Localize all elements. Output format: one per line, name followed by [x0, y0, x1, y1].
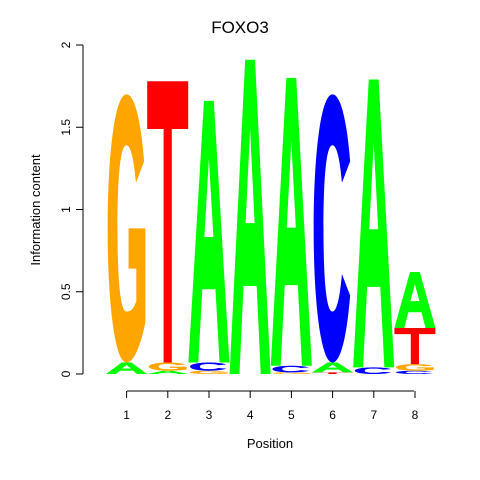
logo-letters — [106, 60, 435, 374]
letter-a-glyph — [147, 371, 188, 374]
letter-t-glyph — [312, 372, 353, 374]
letter-g-pos3 — [190, 371, 228, 374]
y-axis: 0 0.5 1 1.5 2 — [59, 41, 83, 377]
letter-c-glyph — [396, 371, 432, 374]
x-tick-label: 1 — [123, 408, 130, 422]
letter-a-glyph — [394, 272, 435, 328]
letter-t-pos2 — [147, 81, 188, 362]
y-tick-label: 1.5 — [59, 119, 73, 136]
x-tick-label: 4 — [247, 408, 254, 422]
letter-g-pos1 — [108, 94, 146, 362]
letter-a-pos3 — [188, 101, 229, 363]
letter-g-glyph — [190, 371, 228, 374]
chart-title: FOXO3 — [211, 18, 269, 37]
letter-g-glyph — [108, 94, 146, 362]
letter-a-glyph — [230, 60, 271, 374]
letter-g-glyph — [272, 372, 310, 374]
letter-t-glyph — [147, 81, 188, 362]
letter-t-glyph — [394, 328, 435, 364]
letter-a-pos6 — [312, 362, 353, 372]
letter-a-pos8 — [394, 272, 435, 328]
letter-c-pos3 — [190, 362, 226, 370]
letter-t-pos6 — [312, 372, 353, 374]
letter-c-pos5 — [272, 366, 308, 373]
letter-a-pos2 — [147, 371, 188, 374]
x-axis: 1 2 3 4 5 6 7 8 — [123, 391, 418, 422]
x-tick-label: 2 — [164, 408, 171, 422]
letter-c-glyph — [314, 94, 350, 362]
letter-g-pos5 — [272, 372, 310, 374]
letter-t-pos8 — [394, 328, 435, 364]
letter-c-pos7 — [355, 367, 391, 374]
x-tick-label: 3 — [206, 408, 213, 422]
letter-a-glyph — [353, 80, 394, 368]
letter-g-glyph — [396, 364, 434, 371]
letter-g-glyph — [149, 362, 187, 370]
letter-a-glyph — [188, 101, 229, 363]
x-tick-label: 5 — [288, 408, 295, 422]
letter-c-glyph — [272, 366, 308, 373]
letter-a-pos7 — [353, 80, 394, 368]
letter-c-pos6 — [314, 94, 350, 362]
letter-c-glyph — [190, 362, 226, 370]
y-tick-label: 1 — [59, 206, 73, 213]
letter-a-pos5 — [271, 78, 312, 366]
x-tick-label: 7 — [370, 408, 377, 422]
y-tick-label: 2 — [59, 41, 73, 48]
letter-c-pos8 — [396, 371, 432, 374]
letter-g-pos8 — [396, 364, 434, 371]
letter-a-glyph — [312, 362, 353, 372]
x-tick-label: 6 — [329, 408, 336, 422]
letter-a-pos1 — [106, 362, 147, 374]
x-axis-label: Position — [247, 436, 293, 451]
y-tick-label: 0 — [59, 370, 73, 377]
letter-a-pos4 — [230, 60, 271, 374]
x-tick-label: 8 — [412, 408, 419, 422]
letter-c-glyph — [355, 367, 391, 374]
y-axis-label: Information content — [28, 154, 43, 266]
y-tick-label: 0.5 — [59, 283, 73, 300]
letter-a-glyph — [106, 362, 147, 374]
letter-g-pos2 — [149, 362, 187, 370]
letter-a-glyph — [271, 78, 312, 366]
